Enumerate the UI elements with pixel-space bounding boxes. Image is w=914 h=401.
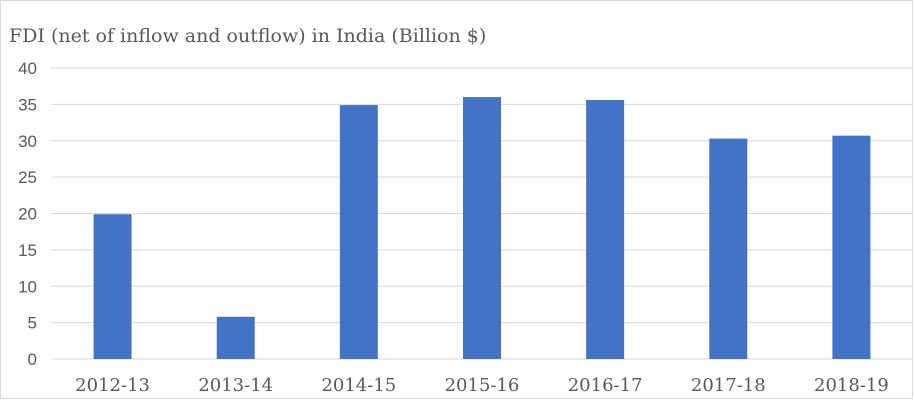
bar-2015-16 [463, 97, 501, 359]
x-tick-label: 2015-16 [445, 375, 520, 396]
y-tick-label: 40 [18, 59, 37, 78]
x-tick-label: 2012-13 [75, 375, 150, 396]
x-tick-label: 2018-19 [814, 375, 889, 396]
y-tick-label: 20 [18, 205, 37, 224]
bar-2013-14 [216, 316, 255, 359]
y-axis-ticks: 0 5 10 15 20 25 30 35 40 [18, 59, 37, 369]
y-tick-label: 25 [18, 168, 37, 187]
bar-2014-15 [339, 105, 378, 359]
y-tick-label: 35 [18, 95, 37, 114]
y-tick-label: 30 [18, 132, 37, 151]
bar-2018-19 [832, 135, 871, 359]
x-tick-label: 2014-15 [321, 375, 396, 396]
y-tick-label: 5 [28, 314, 37, 333]
bars [93, 97, 871, 359]
x-axis-ticks: 2012-13 2013-14 2014-15 2015-16 2016-17 2017-… [75, 375, 889, 396]
y-tick-label: 10 [18, 277, 37, 296]
chart-title: FDI (net of inflow and outflow) in India… [9, 25, 487, 47]
x-tick-label: 2017-18 [691, 375, 766, 396]
y-tick-label: 0 [28, 350, 37, 369]
y-tick-label: 15 [18, 241, 37, 260]
bar-2017-18 [709, 138, 748, 359]
x-tick-label: 2013-14 [198, 375, 273, 396]
x-tick-label: 2016-17 [568, 375, 643, 396]
bar-2016-17 [586, 100, 625, 359]
bar-2012-13 [93, 214, 132, 359]
